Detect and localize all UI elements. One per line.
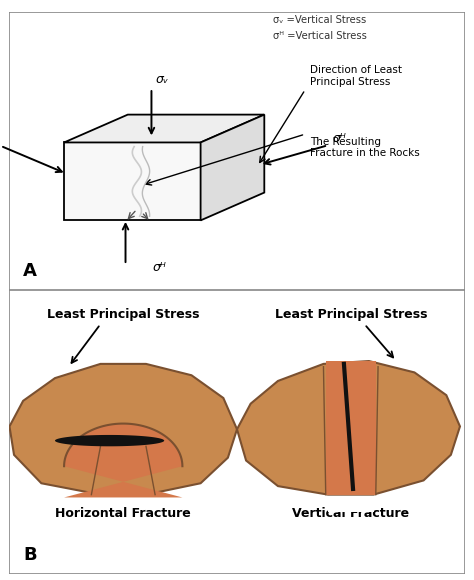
Text: A: A bbox=[23, 262, 37, 280]
Text: Horizontal Fracture: Horizontal Fracture bbox=[55, 508, 191, 520]
Polygon shape bbox=[326, 496, 376, 512]
Text: Direction of Least
Principal Stress: Direction of Least Principal Stress bbox=[310, 65, 402, 87]
Text: σᴴ =Vertical Stress: σᴴ =Vertical Stress bbox=[273, 31, 367, 41]
Polygon shape bbox=[64, 423, 182, 498]
Text: Least Principal Stress: Least Principal Stress bbox=[274, 309, 427, 321]
Polygon shape bbox=[237, 361, 460, 495]
Text: Least Principal Stress: Least Principal Stress bbox=[47, 309, 200, 321]
Polygon shape bbox=[55, 435, 164, 446]
Polygon shape bbox=[326, 361, 376, 495]
Polygon shape bbox=[64, 115, 264, 143]
Polygon shape bbox=[64, 143, 201, 220]
Text: σᴴ: σᴴ bbox=[153, 260, 166, 274]
Text: σᵥ: σᵥ bbox=[156, 72, 169, 86]
Text: σᵥ =Vertical Stress: σᵥ =Vertical Stress bbox=[273, 14, 367, 25]
Polygon shape bbox=[201, 115, 264, 220]
Text: Vertical Fracture: Vertical Fracture bbox=[292, 508, 410, 520]
Text: The Resulting
Fracture in the Rocks: The Resulting Fracture in the Rocks bbox=[310, 137, 419, 158]
Polygon shape bbox=[9, 364, 237, 495]
Text: σᴴ: σᴴ bbox=[333, 132, 346, 146]
Text: B: B bbox=[23, 546, 37, 564]
